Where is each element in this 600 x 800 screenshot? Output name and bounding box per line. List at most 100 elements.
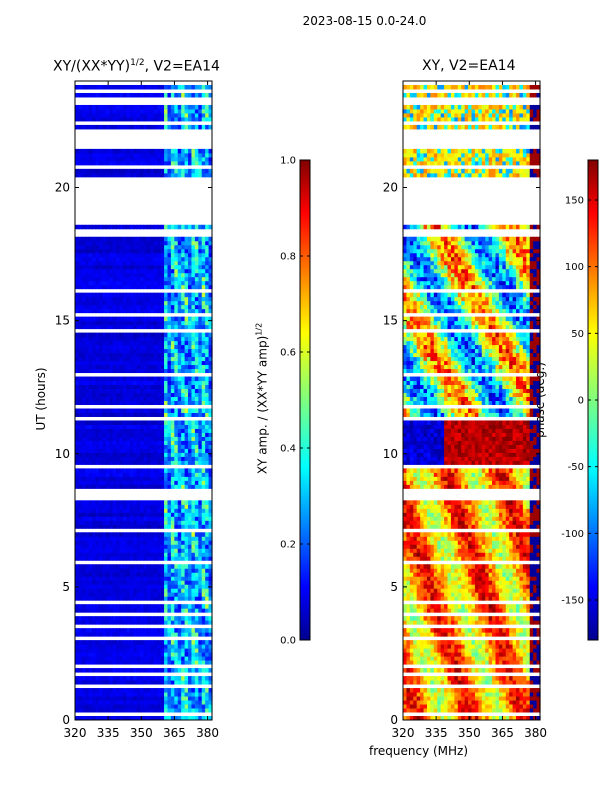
amp-cell (164, 252, 169, 258)
amp-cell (92, 336, 97, 342)
amp-cell (92, 556, 97, 561)
amp-cell (136, 628, 141, 633)
phase-cell (420, 688, 425, 693)
amp-cell (126, 84, 131, 90)
amp-cell (85, 152, 90, 158)
amp-cell (122, 444, 127, 449)
amp-cell (208, 292, 213, 298)
amp-cell (116, 700, 121, 705)
amp-cell (98, 304, 103, 310)
amp-cell (194, 608, 199, 613)
amp-cell (75, 168, 80, 174)
amp-cell (119, 352, 124, 358)
amp-cell (126, 592, 131, 597)
amp-cell (167, 504, 172, 509)
amp-cell (184, 360, 189, 366)
phase-cell (533, 700, 538, 705)
amp-cell (174, 660, 179, 665)
amp-cell (129, 304, 134, 310)
amp-cell (140, 116, 145, 122)
amp-cell (174, 484, 179, 489)
amp-cell (177, 524, 182, 529)
amp-cell (181, 552, 186, 557)
amp-cell (95, 596, 100, 601)
amp-cell (201, 468, 206, 473)
amp-cell (184, 356, 189, 362)
amp-cell (150, 380, 155, 386)
amp-cell (85, 280, 90, 286)
amp-cell (170, 272, 175, 278)
amp-cell (174, 240, 179, 246)
amp-cell (81, 512, 86, 517)
phase-cell (498, 708, 503, 713)
amp-cell (150, 440, 155, 445)
amp-cell (95, 224, 100, 230)
phase-cell (457, 704, 462, 709)
amp-cell (92, 520, 97, 525)
amp-cell (150, 256, 155, 262)
amp-cell (122, 508, 127, 513)
amp-cell (201, 620, 206, 625)
amp-cell (98, 508, 103, 513)
amp-cell (181, 468, 186, 473)
amp-cell (133, 580, 138, 585)
phase-cell (406, 704, 411, 709)
amp-cell (126, 272, 131, 278)
amp-cell (122, 596, 127, 601)
amp-cell (85, 340, 90, 346)
amp-cell (181, 700, 186, 705)
amp-cell (191, 640, 196, 645)
amp-cell (170, 536, 175, 541)
amp-cell (153, 516, 158, 521)
amp-cell (133, 668, 138, 673)
amp-cell (194, 580, 199, 585)
amp-cell (105, 552, 110, 557)
phase-cell (403, 704, 408, 709)
amp-cell (184, 400, 189, 405)
amp-cell (129, 296, 134, 302)
amp-cell (191, 700, 196, 705)
amp-cell (181, 336, 186, 342)
amp-cell (177, 588, 182, 593)
amp-cell (129, 512, 134, 517)
amp-cell (112, 556, 117, 561)
amp-cell (95, 652, 100, 657)
amp-cell (194, 652, 199, 657)
amp-cell (157, 260, 162, 266)
amp-cell (119, 576, 124, 581)
amp-cell (194, 296, 199, 302)
amp-cell (181, 384, 186, 390)
phase-cell (450, 680, 455, 685)
amp-cell (112, 480, 117, 485)
amp-cell (164, 392, 169, 397)
amp-cell (81, 156, 86, 162)
amp-cell (85, 460, 90, 465)
amp-cell (116, 556, 121, 561)
amp-cell (95, 400, 100, 405)
amp-cell (126, 484, 131, 489)
amp-cell (157, 356, 162, 362)
amp-cell (170, 432, 175, 437)
amp-cell (109, 248, 114, 254)
amp-cell (157, 688, 162, 693)
amp-cell (150, 452, 155, 457)
amp-cell (75, 256, 80, 262)
amp-cell (95, 436, 100, 441)
amp-cell (78, 268, 83, 274)
amp-cell (174, 644, 179, 649)
amp-cell (126, 616, 131, 621)
amp-cell (88, 396, 93, 401)
amp-cell (95, 584, 100, 589)
amp-cell (119, 368, 124, 374)
amp-cell (201, 320, 206, 326)
amp-cell (198, 368, 203, 374)
amp-cell (140, 332, 145, 338)
amp-cell (88, 104, 93, 110)
amp-cell (88, 708, 93, 713)
amp-cell (181, 152, 186, 158)
amp-cell (153, 260, 158, 266)
amp-cell (75, 432, 80, 437)
amp-cell (88, 324, 93, 330)
amp-cell (129, 364, 134, 370)
amp-cell (146, 456, 151, 461)
